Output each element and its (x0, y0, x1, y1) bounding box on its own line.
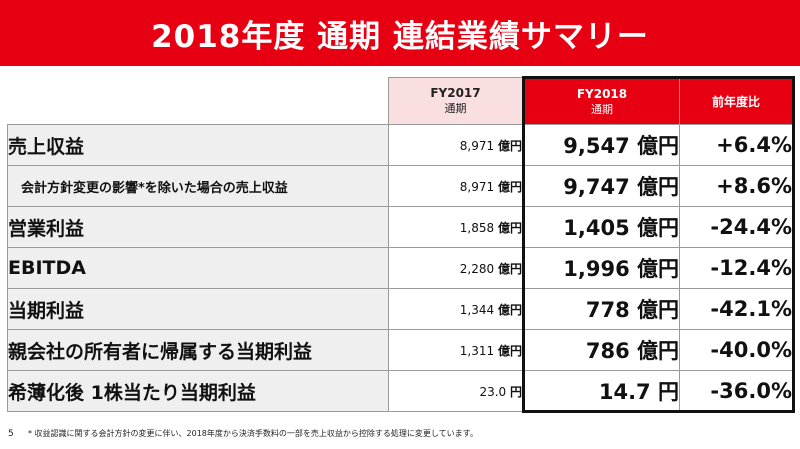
yoy-value: -24.4% (679, 206, 795, 248)
table-row-diluted-eps: 希薄化後 1株当たり当期利益 23.0 円 14.7 円 -36.0% (7, 370, 795, 413)
fy2018-unit: 億円 (637, 257, 679, 281)
header-fy2018-year: FY2018 (576, 86, 628, 101)
earnings-summary-table: FY2017 通期 FY2018 通期 前年度比 売上収益 8,971 億円 9… (7, 76, 795, 413)
fy2017-number: 1,311 (459, 343, 495, 358)
fy2018-value: 1,996 億円 (522, 247, 680, 289)
fy2017-unit: 億円 (497, 302, 522, 317)
fy2018-unit: 億円 (637, 339, 679, 363)
fy2017-number: 8,971 (459, 179, 495, 194)
header-fy2017-period: 通期 (444, 102, 467, 115)
row-label: 売上収益 (7, 124, 389, 166)
fy2018-value: 786 億円 (522, 329, 680, 371)
row-label: 会計方針変更の影響*を除いた場合の売上収益 (7, 165, 389, 207)
fy2017-value: 8,971 億円 (388, 124, 524, 166)
fy2017-number: 8,971 (459, 138, 495, 153)
fy2017-unit: 億円 (497, 138, 522, 153)
fy2017-unit: 億円 (497, 261, 522, 276)
fy2017-unit: 億円 (497, 179, 522, 194)
fy2018-value: 9,747 億円 (522, 165, 680, 207)
fy2018-number: 786 (585, 339, 630, 363)
fy2017-number: 1,858 (459, 220, 495, 235)
fy2017-value: 23.0 円 (388, 370, 524, 412)
fy2018-number: 778 (585, 298, 630, 322)
header-fy2018: FY2018 通期 (522, 76, 680, 125)
fy2018-number: 1,405 (563, 216, 630, 240)
fy2018-value: 9,547 億円 (522, 124, 680, 166)
fy2017-unit: 億円 (497, 220, 522, 235)
table-row-adjusted-revenue: 会計方針変更の影響*を除いた場合の売上収益 8,971 億円 9,747 億円 … (7, 165, 795, 207)
header-fy2017: FY2017 通期 (388, 77, 524, 125)
table-header-row: FY2017 通期 FY2018 通期 前年度比 (7, 76, 795, 125)
table-row-net-income-owners: 親会社の所有者に帰属する当期利益 1,311 億円 786 億円 -40.0% (7, 329, 795, 371)
header-yoy: 前年度比 (679, 76, 795, 125)
yoy-value: -12.4% (679, 247, 795, 289)
fy2017-value: 1,311 億円 (388, 329, 524, 371)
fy2018-value: 778 億円 (522, 288, 680, 330)
fy2017-number: 1,344 (459, 302, 495, 317)
fy2018-unit: 億円 (637, 134, 679, 158)
fy2017-unit: 円 (509, 384, 522, 399)
yoy-value: +8.6% (679, 165, 795, 207)
footnote-text: * 収益認識に関する会計方針の変更に伴い、2018年度から決済手数料の一部を売上… (28, 429, 478, 438)
header-blank-cell (7, 77, 389, 125)
table-row-operating-income: 営業利益 1,858 億円 1,405 億円 -24.4% (7, 206, 795, 248)
fy2017-value: 1,858 億円 (388, 206, 524, 248)
yoy-value: -36.0% (679, 370, 795, 413)
fy2018-unit: 円 (658, 379, 679, 404)
fy2018-unit: 億円 (637, 298, 679, 322)
yoy-value: -42.1% (679, 288, 795, 330)
fy2017-number: 2,280 (459, 261, 495, 276)
table-row-ebitda: EBITDA 2,280 億円 1,996 億円 -12.4% (7, 247, 795, 289)
table-row-revenue: 売上収益 8,971 億円 9,547 億円 +6.4% (7, 124, 795, 166)
fy2017-value: 2,280 億円 (388, 247, 524, 289)
fy2018-number: 9,547 (563, 134, 630, 158)
footnote: 5 * 収益認識に関する会計方針の変更に伴い、2018年度から決済手数料の一部を売… (8, 428, 528, 439)
fy2017-value: 1,344 億円 (388, 288, 524, 330)
slide-title: 2018年度 通期 連結業績サマリー (0, 0, 800, 66)
fy2018-number: 14.7 (598, 379, 651, 404)
fy2018-number: 1,996 (563, 257, 630, 281)
header-fy2018-period: 通期 (591, 102, 613, 116)
yoy-value: +6.4% (679, 124, 795, 166)
fy2018-value: 1,405 億円 (522, 206, 680, 248)
fy2018-number: 9,747 (563, 175, 630, 199)
row-label: 営業利益 (7, 206, 389, 248)
fy2018-unit: 億円 (637, 175, 679, 199)
row-label: 当期利益 (7, 288, 389, 330)
fy2017-unit: 億円 (497, 343, 522, 358)
yoy-value: -40.0% (679, 329, 795, 371)
fy2017-value: 8,971 億円 (388, 165, 524, 207)
fy2018-unit: 億円 (637, 216, 679, 240)
row-label: EBITDA (7, 247, 389, 289)
fy2018-value: 14.7 円 (522, 370, 680, 413)
table-row-net-income: 当期利益 1,344 億円 778 億円 -42.1% (7, 288, 795, 330)
row-label: 親会社の所有者に帰属する当期利益 (7, 329, 389, 371)
page-number: 5 (8, 429, 14, 439)
fy2017-number: 23.0 (479, 384, 507, 399)
header-fy2017-year: FY2017 (430, 86, 481, 100)
row-label: 希薄化後 1株当たり当期利益 (7, 370, 389, 412)
